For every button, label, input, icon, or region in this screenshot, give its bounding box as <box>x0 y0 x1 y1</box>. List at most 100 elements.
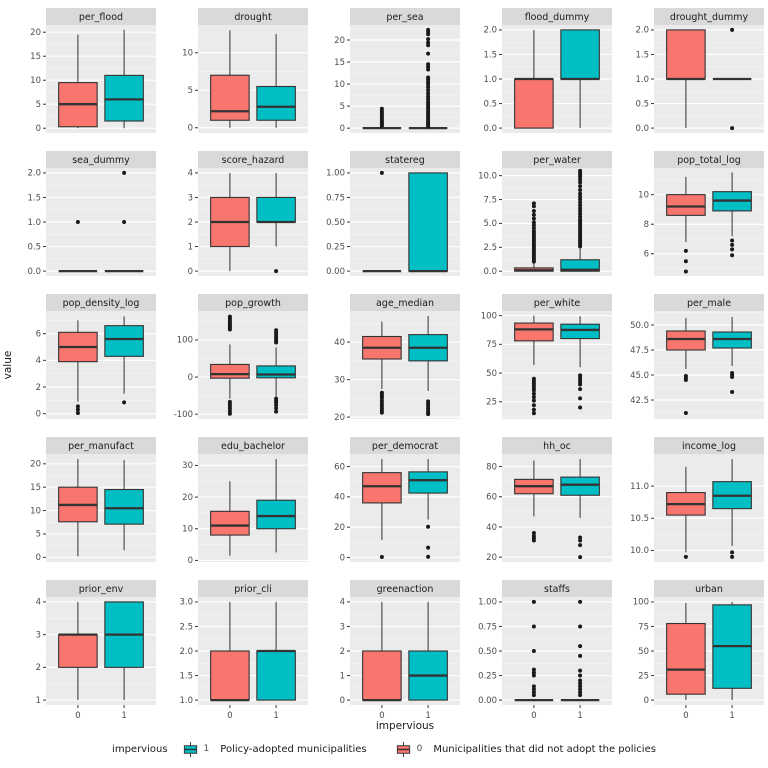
outlier-point <box>426 51 431 56</box>
y-tick-label: 2.0 <box>483 26 497 36</box>
y-tick-label: 11.0 <box>630 482 649 492</box>
x-tick-label: 1 <box>425 711 430 721</box>
panel-title: edu_bachelor <box>221 441 285 452</box>
panel-edu_bachelor: 0 10 20 30 edu_bachelor <box>182 437 308 566</box>
y-tick-label: 0 <box>188 267 193 277</box>
outlier-point <box>578 405 583 410</box>
y-tick-label: 2.0 <box>179 647 193 657</box>
boxplot-group-1 <box>712 172 752 258</box>
x-tick-label: 0 <box>227 711 232 721</box>
outlier-point <box>274 406 279 411</box>
boxplot-group-1 <box>712 27 752 131</box>
outlier-point <box>683 411 688 415</box>
boxplot-group-0 <box>210 172 250 272</box>
boxplot-group-0 <box>514 460 554 543</box>
outlier-point <box>578 693 583 698</box>
y-tick-label: 10.0 <box>630 546 649 556</box>
panel-title: score_hazard <box>222 155 285 166</box>
panel-title: per_male <box>687 298 731 309</box>
outlier-point <box>426 545 431 550</box>
panel-per_sea: 0 5 10 15 20 per_sea <box>334 8 460 134</box>
outlier-point <box>531 690 536 695</box>
outlier-point <box>531 538 536 543</box>
boxplot-group-0 <box>666 602 706 701</box>
outlier-point <box>578 180 583 185</box>
outlier-point <box>730 253 735 258</box>
outlier-point <box>227 411 232 416</box>
outlier-point <box>578 599 583 604</box>
outlier-point <box>531 693 536 698</box>
outlier-point <box>531 667 536 672</box>
y-tick-label: 0 <box>340 553 345 563</box>
outlier-point <box>122 220 127 224</box>
y-tick-label: 0.0 <box>483 267 497 277</box>
y-tick-label: 1.5 <box>179 671 193 681</box>
boxplot-group-1 <box>104 316 144 405</box>
y-tick-label: 0.75 <box>478 622 497 632</box>
outlier-point <box>578 543 583 548</box>
panel-statereg: 0.00 0.25 0.50 0.75 1.00 statereg <box>326 151 460 277</box>
boxplot-group-0 <box>362 321 402 415</box>
outlier-point <box>730 242 735 247</box>
y-tick-label: 20 <box>182 493 193 503</box>
y-tick-label: 2 <box>340 647 345 657</box>
outlier-point <box>578 203 583 208</box>
outlier-point <box>274 328 279 333</box>
outlier-point <box>426 91 431 96</box>
outlier-point <box>531 223 536 228</box>
outlier-point <box>730 390 735 394</box>
outlier-point <box>531 530 536 535</box>
boxplot-group-0 <box>58 459 98 557</box>
boxplot-group-0 <box>58 220 98 273</box>
outlier-point <box>426 85 431 90</box>
outlier-point <box>274 269 279 274</box>
y-tick-label: 1 <box>188 242 193 252</box>
outlier-point <box>683 554 688 559</box>
boxplot-group-0 <box>514 29 554 129</box>
panel-title: pop_total_log <box>677 155 741 166</box>
y-tick-label: 0 <box>36 124 41 134</box>
y-tick-label: 100 <box>481 311 497 321</box>
outlier-point <box>531 212 536 217</box>
y-tick-label: 20 <box>486 553 497 563</box>
y-tick-label: 80 <box>486 462 497 472</box>
panel-title: prior_env <box>79 584 124 595</box>
panel-greenaction: 0 1 2 3 4 greenaction 0 1 <box>340 580 460 721</box>
y-tick-label: 1 <box>36 696 41 706</box>
outlier-point <box>578 535 583 540</box>
x-axis-label: impervious <box>376 720 434 732</box>
y-tick-label: 40 <box>334 493 345 503</box>
outlier-point <box>683 248 688 253</box>
y-tick-label: 0 <box>188 124 193 134</box>
outlier-point <box>578 387 583 392</box>
x-tick-label: 0 <box>75 711 80 721</box>
y-tick-label: 0 <box>36 553 41 563</box>
y-tick-label: 40 <box>486 523 497 533</box>
panel-title: per_democrat <box>372 441 438 452</box>
panel-title: staffs <box>544 584 570 595</box>
y-tick-label: 8 <box>644 220 649 230</box>
outlier-point <box>531 209 536 214</box>
outlier-point <box>426 27 431 32</box>
boxplot-group-1 <box>408 315 448 417</box>
legend-entry-value: 0 <box>416 744 423 754</box>
y-tick-label: 10 <box>638 190 649 200</box>
panel-title: prior_cli <box>234 584 272 595</box>
x-tick-label: 1 <box>577 711 582 721</box>
panel-title: drought_dummy <box>670 12 749 23</box>
panel-flood_dummy: 0.0 0.5 1.0 1.5 2.0 flood_dummy <box>483 8 612 134</box>
y-tick-label: 40 <box>334 338 345 348</box>
panel-title: hh_oc <box>543 441 571 452</box>
outlier-point <box>531 599 536 604</box>
outlier-point <box>730 550 735 555</box>
y-tick-label: 2.5 <box>179 622 193 632</box>
boxplot-group-0 <box>514 599 554 702</box>
panel-per_flood: 0 5 10 15 20 per_flood <box>30 8 156 134</box>
boxplot-group-1 <box>560 168 600 272</box>
outlier-point <box>531 411 536 416</box>
y-tick-label: 3 <box>188 193 193 203</box>
y-tick-label: 5 <box>36 530 41 540</box>
y-tick-label: 50.0 <box>630 321 649 331</box>
y-tick-label: 20 <box>334 523 345 533</box>
panel-title: per_manufact <box>68 441 134 452</box>
